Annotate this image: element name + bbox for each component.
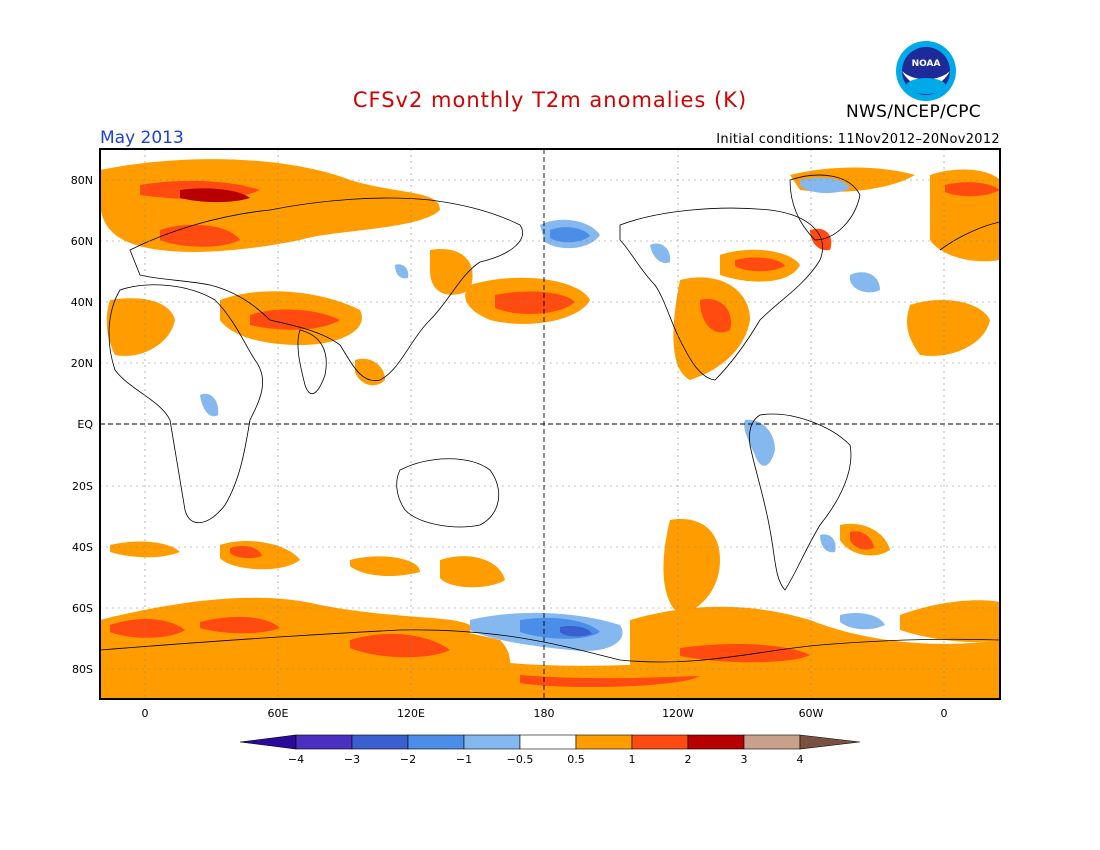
- lat-label: 20N: [71, 357, 93, 370]
- colorbar-label: −2: [400, 753, 416, 766]
- lon-label: 60W: [799, 707, 824, 720]
- colorbar-swatch: [463, 734, 521, 750]
- coastlines: [100, 174, 1000, 663]
- colorbar-label: −0.5: [507, 753, 534, 766]
- map-frame: [99, 148, 1001, 700]
- colorbar-label: −1: [456, 753, 472, 766]
- lat-label: EQ: [77, 418, 93, 431]
- colorbar-swatch: [351, 734, 409, 750]
- colorbar-swatch: [295, 734, 353, 750]
- lat-label: 60N: [71, 235, 93, 248]
- lon-label: 60E: [268, 707, 289, 720]
- lon-label: 120E: [397, 707, 425, 720]
- lat-label: 80S: [72, 663, 93, 676]
- colorbar-swatch: [575, 734, 633, 750]
- colorbar-label: 1: [629, 753, 636, 766]
- lat-label: 20S: [72, 480, 93, 493]
- graticule: [100, 149, 1000, 699]
- noaa-logo-icon: NOAA: [896, 41, 956, 101]
- colorbar-swatch: [743, 734, 801, 750]
- map-title: CFSv2 monthly T2m anomalies (K): [352, 88, 748, 112]
- colorbar-label: −3: [344, 753, 360, 766]
- colorbar-swatch: [407, 734, 465, 750]
- lon-label: 0: [941, 707, 948, 720]
- initial-conditions: Initial conditions: 11Nov2012–20Nov2012: [716, 132, 1000, 147]
- colorbar-label: 0.5: [567, 753, 585, 766]
- colorbar-label: 2: [685, 753, 692, 766]
- latitude-labels: 80N 60N 40N 20N EQ 20S 40S 60S 80S: [71, 174, 94, 676]
- colorbar: −4 −3 −2 −1 −0.5 0.5 1 2 3 4: [239, 734, 861, 766]
- agency-label: NWS/NCEP/CPC: [846, 102, 981, 122]
- lat-label: 80N: [71, 174, 93, 187]
- colorbar-label: 3: [741, 753, 748, 766]
- colorbar-label: −4: [288, 753, 304, 766]
- lon-label: 180: [534, 707, 555, 720]
- colorbar-swatch: [519, 734, 577, 750]
- forecast-month: May 2013: [100, 128, 184, 148]
- lat-label: 40N: [71, 296, 93, 309]
- svg-text:NOAA: NOAA: [912, 59, 941, 69]
- longitude-labels: 0 60E 120E 180 120W 60W 0: [142, 707, 948, 720]
- colorbar-swatch: [631, 734, 689, 750]
- lat-label: 40S: [72, 541, 93, 554]
- colorbar-left-arrow: [239, 734, 297, 750]
- colorbar-right-arrow: [799, 734, 861, 750]
- colorbar-label: 4: [797, 753, 804, 766]
- colorbar-swatch: [687, 734, 745, 750]
- lon-label: 120W: [662, 707, 694, 720]
- lat-label: 60S: [72, 602, 93, 615]
- lon-label: 0: [142, 707, 149, 720]
